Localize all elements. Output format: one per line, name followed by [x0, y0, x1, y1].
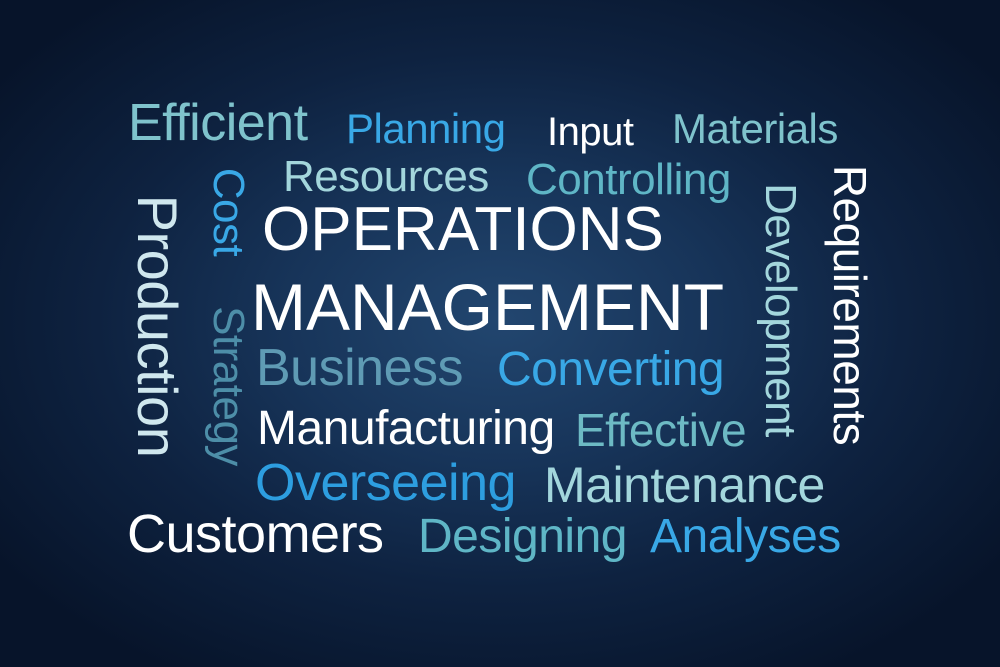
word-cost: Cost: [204, 167, 253, 257]
word-efficient: Efficient: [128, 94, 308, 152]
word-maintenance: Maintenance: [544, 457, 825, 513]
word-operations: OPERATIONS: [262, 195, 664, 264]
word-designing: Designing: [418, 510, 627, 563]
word-effective: Effective: [575, 404, 747, 456]
word-customers: Customers: [127, 504, 384, 564]
word-requirements: Requirements: [824, 164, 876, 446]
word-materials: Materials: [672, 105, 838, 152]
word-analyses: Analyses: [650, 510, 841, 563]
word-development: Development: [756, 183, 805, 437]
word-planning: Planning: [346, 105, 506, 152]
word-manufacturing: Manufacturing: [257, 402, 555, 455]
word-controlling: Controlling: [526, 155, 731, 204]
word-converting: Converting: [497, 343, 725, 396]
word-business: Business: [256, 339, 464, 397]
word-production: Production: [126, 194, 189, 458]
word-input: Input: [547, 110, 634, 154]
word-resources: Resources: [283, 152, 489, 201]
word-overseeing: Overseeing: [255, 454, 516, 512]
word-strategy: Strategy: [204, 306, 253, 466]
word-management: MANAGEMENT: [251, 270, 725, 344]
